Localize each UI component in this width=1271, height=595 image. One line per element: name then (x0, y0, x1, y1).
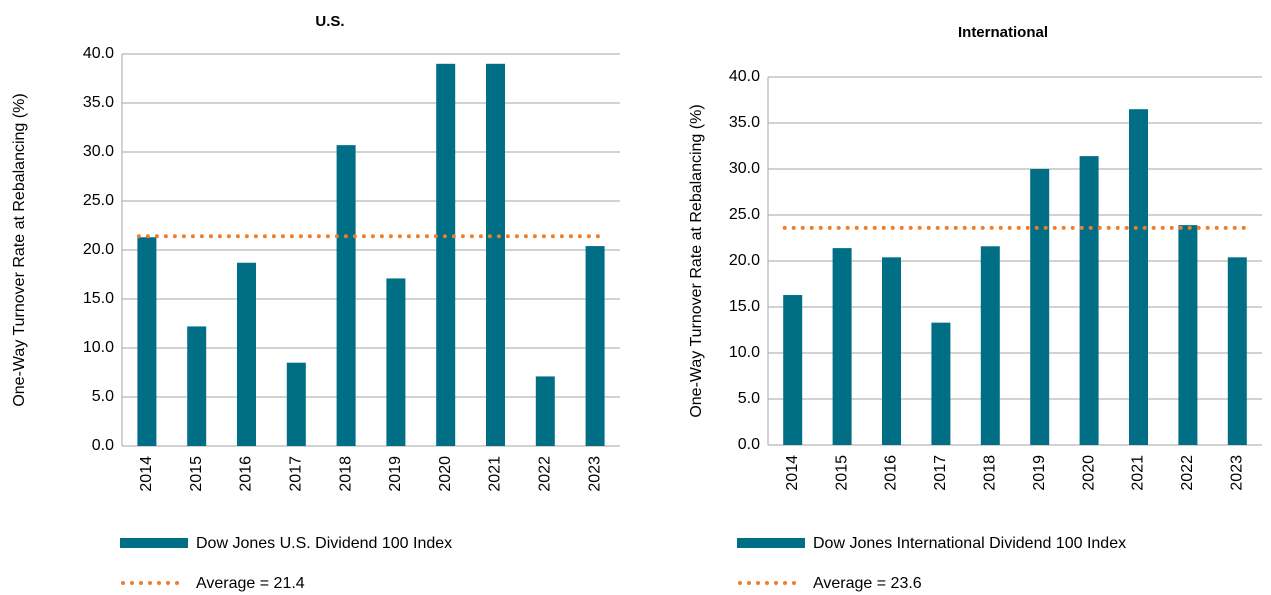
x-tick-label: 2014 (784, 455, 801, 491)
legend-label: Dow Jones U.S. Dividend 100 Index (196, 535, 452, 552)
y-tick-label: 40.0 (729, 68, 760, 85)
y-tick-label: 25.0 (729, 206, 760, 223)
legend-label: Dow Jones International Dividend 100 Ind… (813, 535, 1126, 552)
y-tick-label: 35.0 (83, 94, 114, 111)
y-tick-label: 20.0 (83, 241, 114, 258)
x-tick-label: 2021 (1130, 455, 1147, 491)
chart-title: International (958, 24, 1048, 41)
bar (783, 295, 803, 445)
bar (980, 246, 1000, 445)
x-tick-label: 2022 (1179, 455, 1196, 491)
legend-label: Average = 23.6 (813, 575, 922, 592)
bar (187, 326, 207, 446)
x-tick-label: 2022 (537, 456, 554, 492)
x-tick-label: 2019 (387, 456, 404, 492)
legend-label: Average = 21.4 (196, 575, 305, 592)
y-axis-label: One-Way Turnover Rate at Rebalancing (%) (688, 104, 705, 417)
y-tick-label: 0.0 (738, 436, 760, 453)
x-tick-label: 2023 (1229, 455, 1246, 491)
bar (336, 145, 356, 446)
y-tick-label: 10.0 (729, 344, 760, 361)
y-tick-label: 30.0 (729, 160, 760, 177)
x-tick-label: 2023 (586, 456, 603, 492)
bar (286, 362, 306, 446)
y-tick-label: 20.0 (729, 252, 760, 269)
x-tick-label: 2016 (883, 455, 900, 491)
bar (1129, 109, 1148, 445)
bar (436, 63, 456, 447)
y-tick-label: 40.0 (83, 45, 114, 62)
x-tick-label: 2020 (437, 456, 454, 492)
x-tick-label: 2021 (487, 456, 504, 492)
y-tick-label: 10.0 (83, 339, 114, 356)
y-tick-label: 25.0 (83, 192, 114, 209)
bar (1178, 225, 1198, 445)
legend-swatch (737, 538, 805, 548)
bar (237, 262, 256, 446)
x-tick-label: 2017 (932, 455, 949, 491)
chart-title: U.S. (315, 13, 344, 30)
bar (832, 248, 852, 445)
x-tick-label: 2020 (1080, 455, 1097, 491)
x-tick-label: 2019 (1031, 455, 1048, 491)
y-tick-label: 5.0 (92, 388, 114, 405)
bar (535, 376, 555, 446)
bar (931, 322, 951, 445)
x-tick-label: 2014 (138, 456, 155, 492)
y-axis-label: One-Way Turnover Rate at Rebalancing (%) (11, 93, 28, 406)
y-tick-label: 5.0 (738, 390, 760, 407)
bar (882, 257, 901, 445)
x-tick-label: 2017 (288, 456, 305, 492)
x-tick-label: 2015 (188, 456, 205, 492)
bar (386, 278, 406, 446)
y-tick-label: 0.0 (92, 437, 114, 454)
bar (585, 246, 605, 446)
bar (137, 237, 157, 446)
bar (1227, 257, 1247, 445)
legend-swatch (120, 538, 188, 548)
bar (486, 63, 505, 447)
y-tick-label: 15.0 (729, 298, 760, 315)
y-tick-label: 15.0 (83, 290, 114, 307)
bar (1079, 156, 1099, 445)
y-tick-label: 35.0 (729, 114, 760, 131)
x-tick-label: 2018 (337, 456, 354, 492)
bar (1030, 169, 1050, 445)
x-tick-label: 2016 (238, 456, 255, 492)
x-tick-label: 2015 (833, 455, 850, 491)
x-tick-label: 2018 (982, 455, 999, 491)
y-tick-label: 30.0 (83, 143, 114, 160)
